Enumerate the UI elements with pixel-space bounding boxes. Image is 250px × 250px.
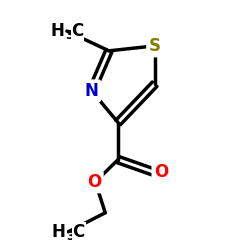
Text: O: O: [154, 164, 168, 182]
Text: N: N: [85, 82, 98, 100]
Text: S: S: [149, 37, 161, 55]
Text: O: O: [87, 173, 101, 191]
Text: H: H: [52, 223, 66, 241]
Text: 3: 3: [66, 230, 74, 243]
Text: H: H: [50, 22, 64, 40]
Text: C: C: [72, 223, 85, 241]
Text: 3: 3: [65, 29, 73, 42]
Text: C: C: [71, 22, 84, 40]
